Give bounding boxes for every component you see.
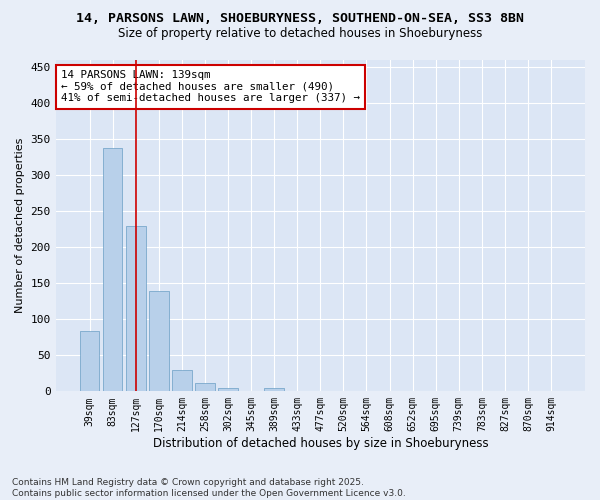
Bar [126, 226, 146, 392]
Text: 14, PARSONS LAWN, SHOEBURYNESS, SOUTHEND-ON-SEA, SS3 8BN: 14, PARSONS LAWN, SHOEBURYNESS, SOUTHEND… [76, 12, 524, 26]
X-axis label: Distribution of detached houses by size in Shoeburyness: Distribution of detached houses by size … [152, 437, 488, 450]
Bar [218, 388, 238, 392]
Bar [311, 390, 330, 392]
Bar [426, 390, 446, 392]
Bar [103, 148, 122, 392]
Bar [149, 291, 169, 392]
Text: Contains HM Land Registry data © Crown copyright and database right 2025.
Contai: Contains HM Land Registry data © Crown c… [12, 478, 406, 498]
Bar [80, 331, 100, 392]
Bar [265, 388, 284, 392]
Y-axis label: Number of detached properties: Number of detached properties [15, 138, 25, 314]
Text: Size of property relative to detached houses in Shoeburyness: Size of property relative to detached ho… [118, 28, 482, 40]
Bar [172, 370, 191, 392]
Text: 14 PARSONS LAWN: 139sqm
← 59% of detached houses are smaller (490)
41% of semi-d: 14 PARSONS LAWN: 139sqm ← 59% of detache… [61, 70, 360, 103]
Bar [195, 384, 215, 392]
